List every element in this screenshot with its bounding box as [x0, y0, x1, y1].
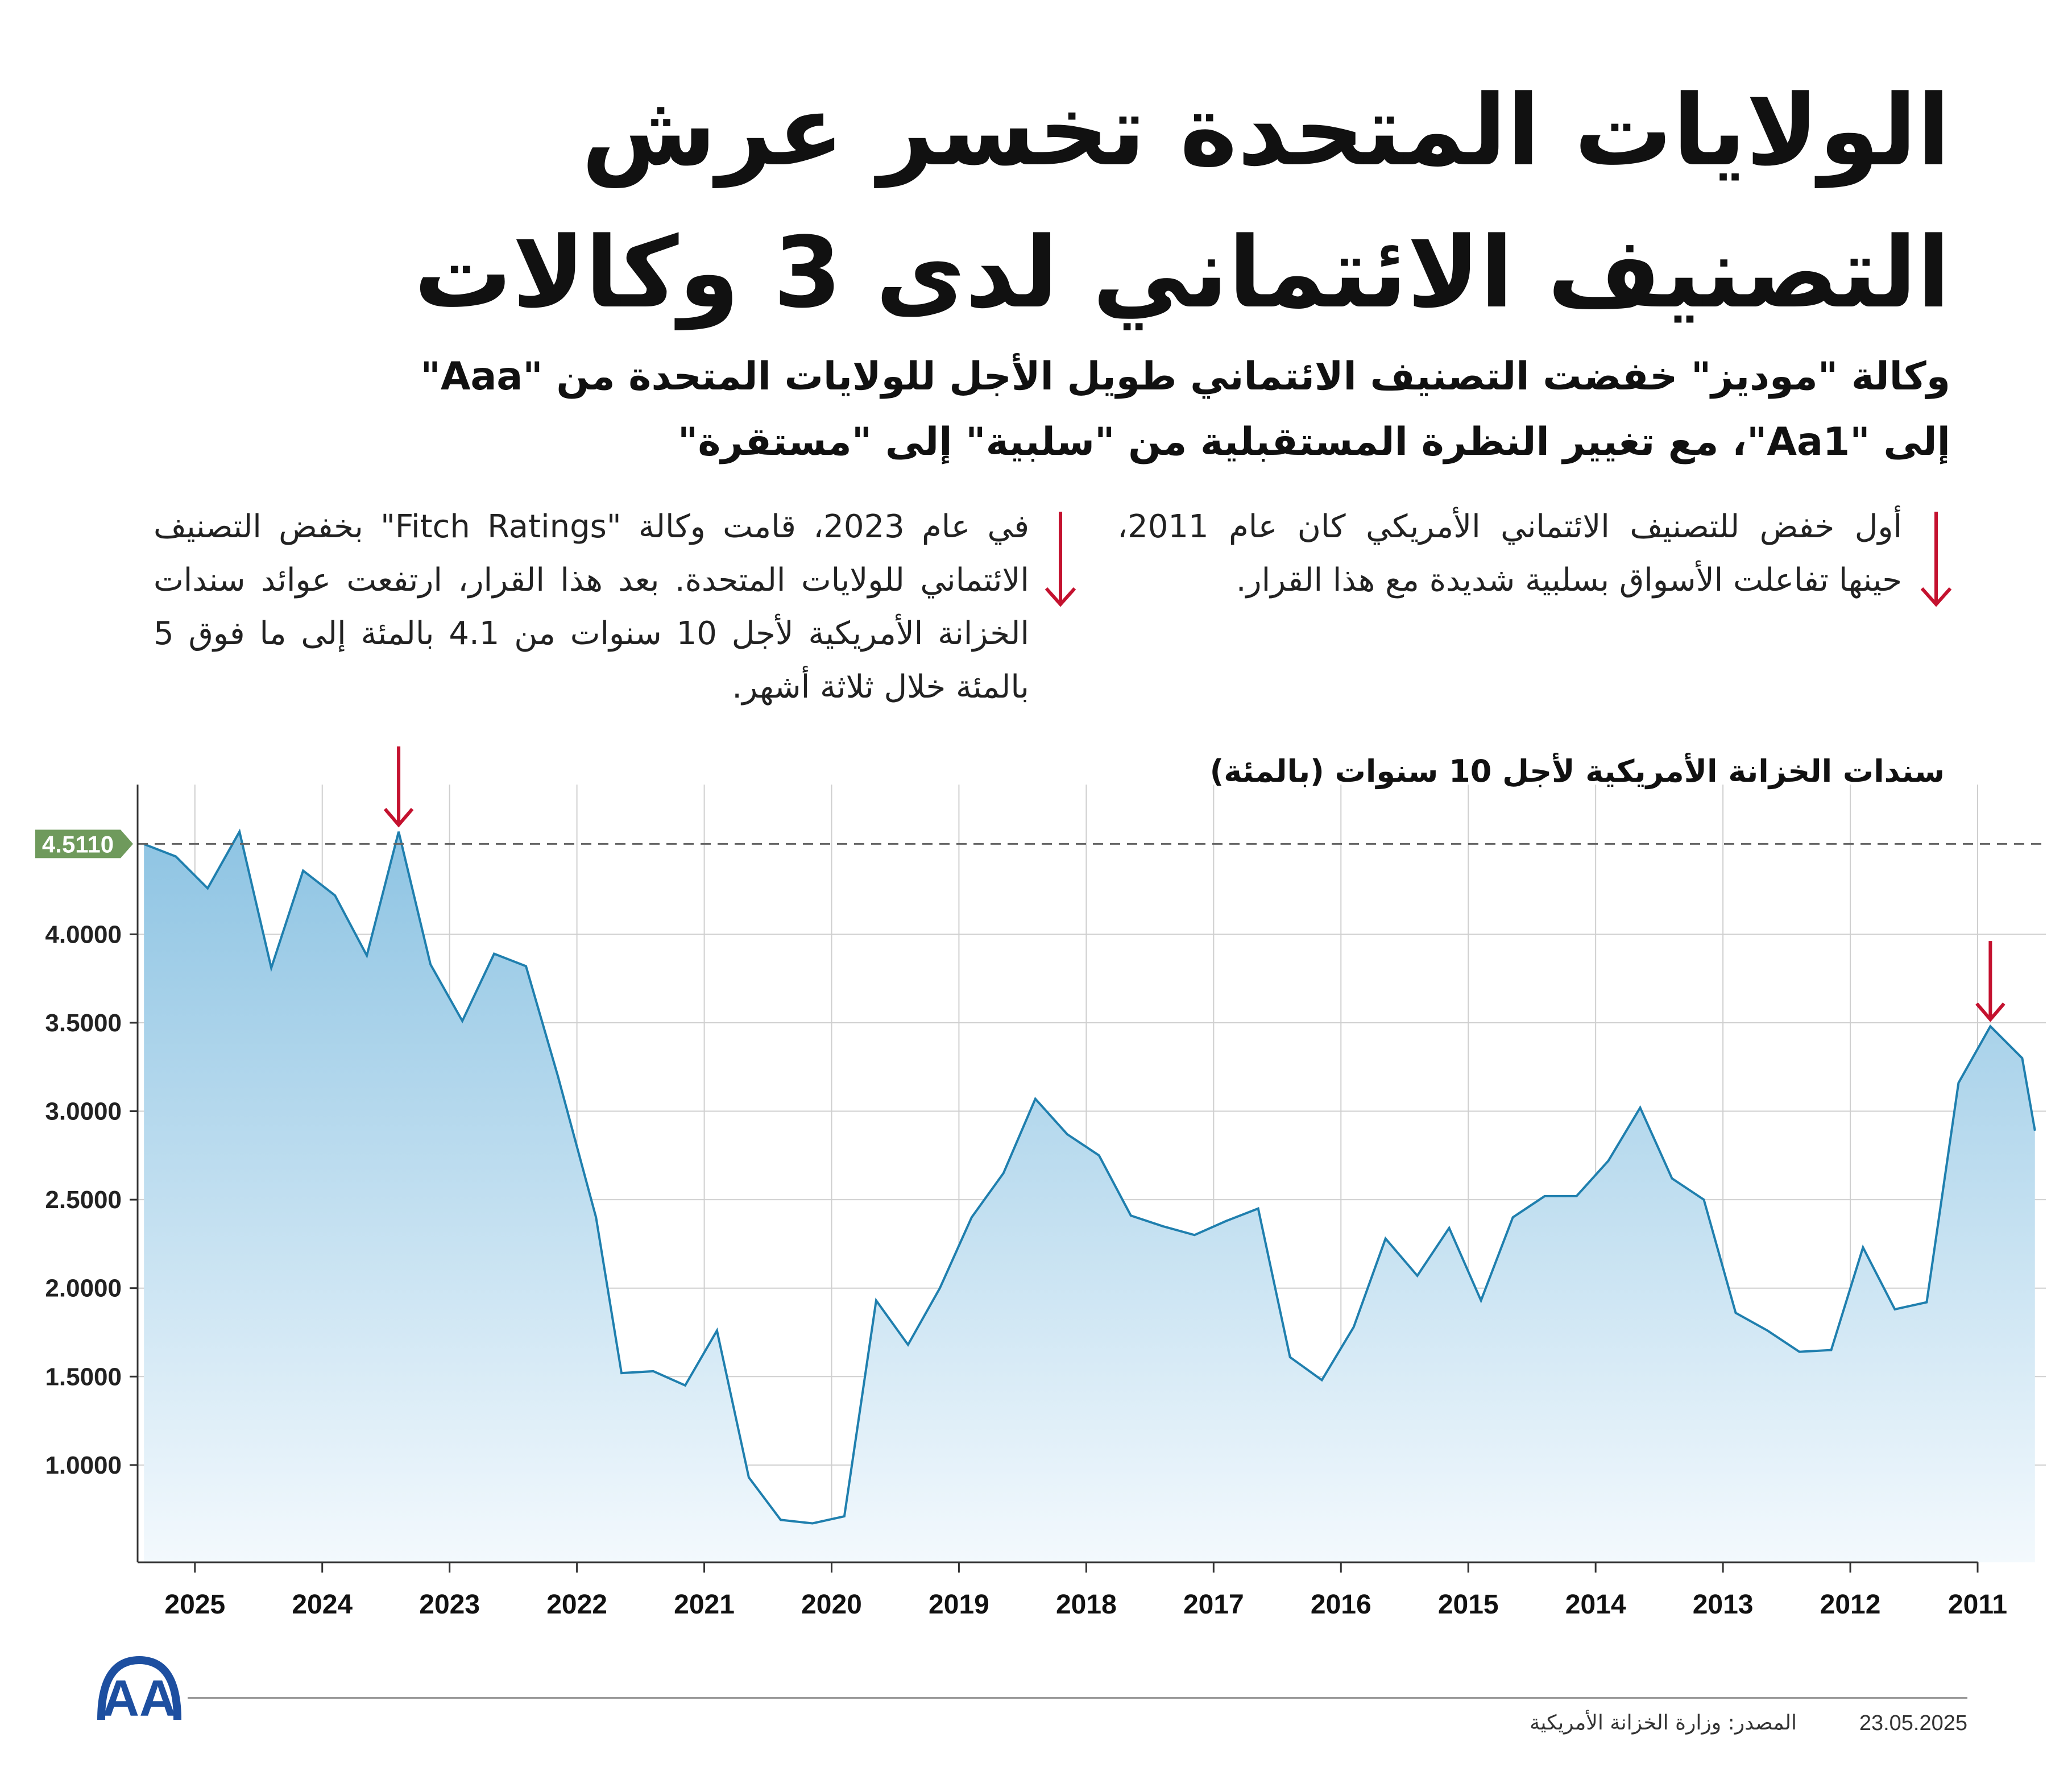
source-text: المصدر: وزارة الخزانة الأمريكية	[1530, 1711, 1797, 1735]
aa-logo-icon: AA	[97, 1656, 181, 1723]
aa-logo-text: AA	[102, 1670, 176, 1723]
y-tick-label: 1.5000	[45, 1363, 122, 1391]
x-tick-label: 2011	[1948, 1590, 2007, 1620]
date-text: 23.05.2025	[1859, 1711, 1967, 1735]
x-tick-label: 2013	[1693, 1590, 1754, 1620]
x-tick-label: 2020	[801, 1590, 862, 1620]
down-arrow-icon	[1920, 512, 1952, 607]
x-tick-label: 2021	[674, 1590, 735, 1620]
yield-area	[144, 831, 2035, 1562]
x-tick-label: 2014	[1565, 1590, 1626, 1620]
x-tick-label: 2025	[164, 1590, 225, 1620]
chart-title: سندات الخزانة الأمريكية لأجل 10 سنوات (ب…	[1209, 753, 1945, 789]
x-tick-label: 2019	[929, 1590, 989, 1620]
x-tick-label: 2015	[1438, 1590, 1499, 1620]
yield-line	[143, 828, 2036, 1525]
down-arrow-icon	[1975, 941, 2005, 1022]
current-value-badge	[35, 829, 133, 858]
y-tick-label: 2.0000	[45, 1275, 122, 1302]
x-tick-label: 2012	[1820, 1590, 1881, 1620]
y-tick-label: 4.0000	[45, 920, 122, 948]
page-title: الولايات المتحدة تخسر عرش التصنيف الائتم…	[413, 73, 1950, 330]
page-subtitle: وكالة "موديز" خفضت التصنيف الائتماني طوي…	[420, 354, 1950, 464]
y-tick-label: 1.0000	[45, 1451, 122, 1479]
x-tick-label: 2023	[419, 1590, 480, 1620]
y-tick-label: 2.5000	[45, 1186, 122, 1214]
down-arrow-icon	[1045, 512, 1076, 607]
footer-divider	[188, 1697, 1967, 1699]
down-arrow-icon	[383, 746, 414, 828]
y-tick-label: 3.0000	[45, 1098, 122, 1126]
x-tick-label: 2018	[1056, 1590, 1117, 1620]
note-2023: في عام 2023، قامت وكالة "Fitch Ratings" …	[154, 508, 1030, 706]
note-2011: أول خفض للتصنيف الائتماني الأمريكي كان ع…	[1117, 508, 1902, 599]
current-value-label: 4.5110	[42, 831, 114, 857]
x-tick-label: 2022	[546, 1590, 607, 1620]
x-tick-label: 2017	[1183, 1590, 1244, 1620]
x-tick-label: 2024	[292, 1590, 353, 1620]
x-tick-label: 2016	[1311, 1590, 1371, 1620]
y-tick-label: 3.5000	[45, 1009, 122, 1037]
